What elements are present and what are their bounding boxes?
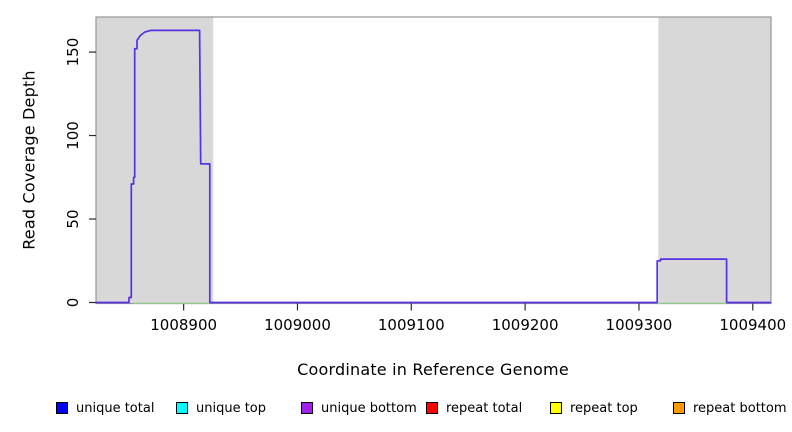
legend-label-unique-total: unique total	[76, 400, 155, 416]
plot-border	[95, 16, 772, 305]
legend-swatch-repeat-top	[550, 402, 562, 414]
y-tick-label: 50	[64, 209, 82, 228]
x-tick-label: 1008900	[150, 316, 217, 334]
x-axis-label: Coordinate in Reference Genome	[297, 360, 569, 379]
legend-item-repeat-bottom: repeat bottom	[673, 399, 787, 417]
legend-item-repeat-total: repeat total	[426, 399, 522, 417]
x-tick-label: 1009400	[719, 316, 786, 334]
legend-label-repeat-bottom: repeat bottom	[693, 400, 787, 416]
legend-swatch-repeat-bottom	[673, 402, 685, 414]
legend-item-unique-top: unique top	[176, 399, 266, 417]
legend-item-unique-bottom: unique bottom	[301, 399, 417, 417]
y-tick-label: 150	[64, 38, 82, 67]
plot-canvas: 1008900 1009000 1009100 1009200 1009300 10094…	[64, 16, 786, 334]
left-repeat-band	[96, 17, 214, 304]
legend-swatch-unique-total	[56, 402, 68, 414]
legend-label-unique-top: unique top	[196, 400, 267, 416]
legend: unique total unique top unique bottom re…	[0, 399, 792, 419]
coverage-line	[96, 29, 771, 304]
legend-label-repeat-total: repeat total	[446, 400, 523, 416]
right-repeat-band	[658, 17, 771, 304]
legend-swatch-repeat-total	[426, 402, 438, 414]
y-tick-label: 0	[64, 298, 82, 308]
x-tick-label: 1009300	[606, 316, 673, 334]
y-axis-label: Read Coverage Depth	[19, 70, 39, 250]
legend-label-repeat-top: repeat top	[570, 400, 638, 416]
x-tick-label: 1009200	[492, 316, 559, 334]
legend-swatch-unique-top	[176, 402, 188, 414]
legend-item-repeat-top: repeat top	[550, 399, 638, 417]
y-tick-label: 100	[64, 121, 82, 150]
x-tick-label: 1009100	[378, 316, 445, 334]
legend-item-unique-total: unique total	[56, 399, 154, 417]
legend-swatch-unique-bottom	[301, 402, 313, 414]
x-tick-label: 1009000	[264, 316, 331, 334]
legend-label-unique-bottom: unique bottom	[321, 400, 417, 416]
